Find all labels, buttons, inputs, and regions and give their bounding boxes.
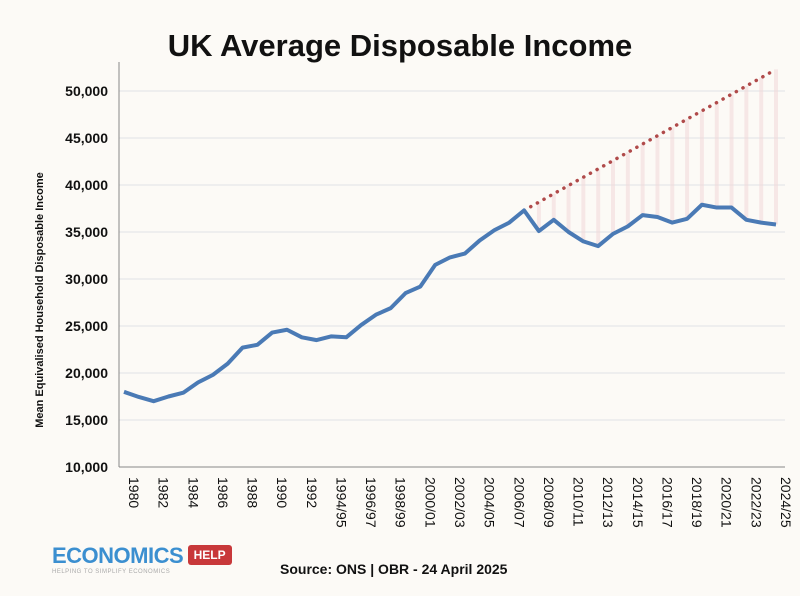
x-tick-label: 1980 — [126, 477, 142, 508]
logo-subtitle: HELPING TO SIMPLIFY ECONOMICS — [52, 569, 171, 575]
x-tick-label: 2002/03 — [452, 477, 468, 528]
x-tick-label: 2006/07 — [511, 477, 527, 528]
y-tick-label: 20,000 — [65, 365, 108, 381]
y-tick-label: 15,000 — [65, 412, 108, 428]
x-tick-label: 2010/11 — [571, 477, 587, 527]
x-tick-label: 2000/01 — [422, 477, 438, 528]
y-tick-label: 35,000 — [65, 224, 108, 240]
x-tick-label: 1998/99 — [393, 477, 409, 528]
x-tick-label: 1994/95 — [333, 477, 349, 528]
trend-line — [522, 67, 778, 213]
x-tick-label: 1984 — [185, 477, 201, 508]
chart-title: UK Average Disposable Income — [167, 28, 633, 63]
x-tick-label: 1990 — [274, 477, 290, 508]
x-tick-label: 1986 — [215, 477, 231, 508]
economics-help-logo: ECONOMICS HELP HELPING TO SIMPLIFY ECONO… — [52, 543, 232, 575]
x-tick-label: 2018/19 — [689, 477, 705, 528]
x-tick-label: 2020/21 — [719, 477, 735, 528]
x-tick-label: 1992 — [304, 477, 320, 508]
y-tick-label: 50,000 — [65, 83, 108, 99]
income-line — [123, 202, 777, 404]
y-tick-label: 40,000 — [65, 177, 108, 193]
source-note: Source: ONS | OBR - 24 April 2025 — [280, 561, 508, 577]
x-tick-label: 1988 — [245, 477, 261, 508]
y-tick-label: 25,000 — [65, 318, 108, 334]
x-tick-label: 2008/09 — [541, 477, 557, 528]
y-tick-label: 45,000 — [65, 130, 108, 146]
x-tick-label: 2004/05 — [482, 477, 498, 528]
logo-main-text: ECONOMICS — [52, 543, 184, 568]
x-tick-label: 2012/13 — [600, 477, 616, 528]
y-tick-label: 10,000 — [65, 459, 108, 475]
logo-tag-text: HELP — [187, 545, 232, 565]
x-tick-label: 1982 — [156, 477, 172, 508]
x-tick-label: 2016/17 — [659, 477, 675, 528]
x-tick-label: 2022/23 — [748, 477, 764, 528]
x-tick-label: 2014/15 — [630, 477, 646, 528]
y-tick-label: 30,000 — [65, 271, 108, 287]
x-tick-label: 1996/97 — [363, 477, 379, 528]
x-tick-label: 2024/25 — [778, 477, 794, 528]
